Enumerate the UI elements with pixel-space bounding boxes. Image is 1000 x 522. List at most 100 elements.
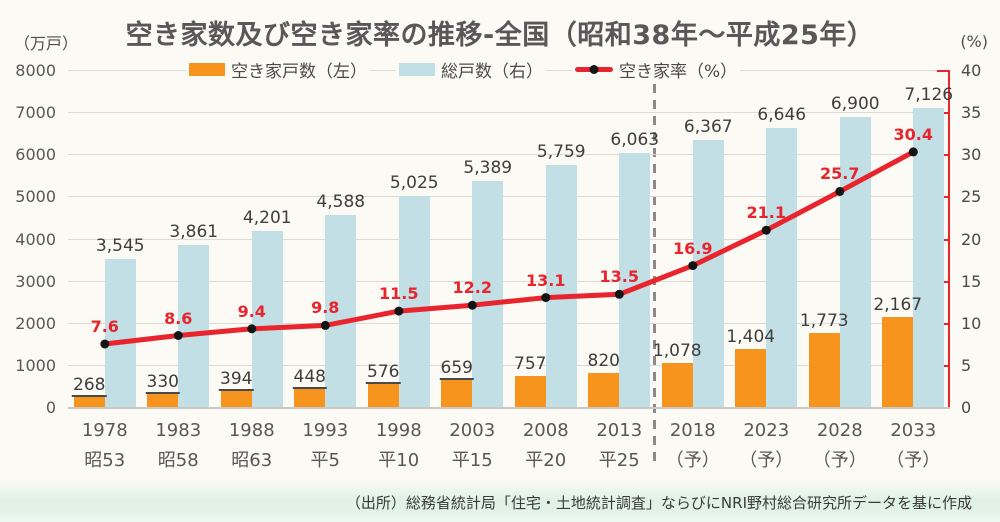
vacant-houses-bar — [808, 333, 840, 408]
vacant-houses-value: 1,773 — [799, 311, 849, 332]
x-axis-year-label: 1993 — [302, 420, 349, 441]
y-axis-label-left: 8000 — [15, 61, 56, 80]
x-axis-era-label: 平10 — [378, 450, 420, 471]
vacancy-rate-line — [102, 149, 916, 347]
vacancy-rate-point — [614, 289, 624, 299]
x-axis-year-label: 2018 — [669, 420, 716, 441]
total-houses-value: 3,545 — [95, 236, 145, 257]
right-axis-unit: (%) — [960, 32, 988, 51]
y-axis-label-left: 2000 — [15, 313, 56, 333]
legend-item-vacancy-rate: 空き家率（%） — [572, 57, 741, 82]
vacant-houses-value: 268 — [72, 375, 107, 397]
x-axis-era-label: （予） — [886, 450, 941, 471]
total-houses-value: 7,126 — [904, 85, 954, 106]
vacant-houses-bar — [661, 363, 693, 408]
legend: 空き家戸数（左） 総戸数（右） 空き家率（%） — [186, 57, 741, 82]
y-axis-label-right: 30 — [961, 145, 982, 165]
vacant-houses-bar — [294, 389, 326, 408]
y-axis-label-right: 15 — [961, 271, 982, 291]
total-houses-bar — [766, 128, 798, 408]
vacancy-rate-point — [173, 331, 183, 340]
x-axis-era-label: 昭53 — [84, 450, 126, 471]
vacancy-rate-point — [688, 261, 698, 271]
legend-label-vacancy-rate: 空き家率（%） — [619, 62, 738, 82]
legend-label-total-houses: 総戸数（右） — [441, 62, 543, 82]
forecast-divider-dashed-line — [653, 84, 656, 468]
y-axis-label-right: 35 — [961, 103, 982, 123]
y-axis-label-left: 0 — [45, 398, 56, 417]
vacant-houses-value: 659 — [439, 358, 474, 380]
vacancy-rate-value: 9.8 — [311, 298, 340, 318]
total-houses-value: 5,759 — [536, 142, 586, 163]
vacancy-rate-line-swatch-icon — [575, 63, 613, 76]
right-axis-tick — [940, 322, 950, 325]
total-houses-bar — [398, 196, 430, 408]
vacant-houses-bar — [588, 373, 620, 408]
source-note: （出所）総務省統計局「住宅・土地統計調査」ならびにNRI野村総合研究所データを基… — [345, 494, 972, 512]
vacancy-rate-value: 21.1 — [746, 203, 786, 223]
total-houses-value: 6,900 — [830, 94, 880, 115]
total-houses-bar — [619, 153, 651, 408]
vacant-houses-bar — [147, 394, 179, 408]
vacant-houses-bar — [882, 317, 914, 408]
x-axis-era-label: 昭58 — [157, 450, 199, 471]
y-axis-label-right: 20 — [961, 229, 982, 249]
vacancy-rate-point — [761, 225, 771, 235]
total-houses-bar — [472, 181, 504, 408]
x-axis-era-label: （予） — [665, 450, 720, 471]
legend-dot-icon — [589, 65, 599, 74]
total-houses-value: 6,063 — [610, 130, 660, 151]
y-axis-label-right: 10 — [961, 313, 982, 333]
vacancy-rate-value: 16.9 — [673, 238, 713, 258]
vacancy-rate-point — [320, 320, 330, 330]
total-houses-bar — [913, 108, 945, 408]
gridline — [68, 322, 950, 324]
footer-gradient — [0, 480, 1000, 522]
vacant-houses-bar — [441, 380, 473, 408]
y-axis-label-left: 5000 — [15, 187, 56, 207]
vacant-houses-value: 2,167 — [873, 295, 923, 316]
vacant-houses-bar — [220, 391, 252, 408]
vacancy-rate-line-layer — [100, 147, 918, 349]
x-axis-year-label: 2023 — [743, 420, 790, 441]
vacancy-rate-point — [247, 324, 257, 334]
vacant-houses-bar — [735, 349, 767, 408]
total-houses-value: 4,588 — [316, 192, 366, 213]
right-axis-tick — [940, 238, 950, 241]
total-houses-bar — [178, 245, 210, 408]
vacancy-rate-value: 13.1 — [526, 270, 566, 290]
y-axis-label-left: 4000 — [15, 229, 56, 249]
x-axis-year-label: 2028 — [816, 420, 863, 441]
total-houses-value: 3,861 — [169, 222, 219, 243]
total-houses-bar — [325, 215, 357, 408]
x-axis-era-label: 平20 — [525, 450, 567, 471]
vacancy-rate-value: 12.2 — [452, 278, 492, 298]
vacant-houses-value: 576 — [366, 362, 401, 384]
vacancy-rate-point — [394, 306, 404, 316]
total-houses-value: 6,367 — [683, 117, 733, 138]
legend-item-vacant-houses: 空き家戸数（左） — [186, 57, 370, 82]
x-axis-era-label: 昭63 — [231, 450, 273, 471]
vacant-houses-value: 448 — [292, 367, 327, 389]
y-axis-label-left: 1000 — [15, 355, 56, 375]
vacancy-rate-value: 30.4 — [893, 124, 933, 144]
vacancy-rate-point — [100, 339, 110, 349]
x-axis-era-label: 平25 — [598, 450, 640, 471]
gridline — [68, 280, 950, 282]
legend-label-vacant-houses: 空き家戸数（左） — [231, 62, 367, 82]
y-axis-label-left: 7000 — [15, 103, 56, 123]
plot-area: 268 3,545 7.6 330 3,861 8.6 394 4,201 9.4 448 4,58… — [68, 70, 954, 409]
vacant-houses-value: 757 — [514, 354, 547, 375]
total-houses-bar — [839, 117, 871, 408]
legend-item-total-houses: 総戸数（右） — [396, 57, 546, 82]
right-axis-tick — [940, 154, 950, 157]
vacant-houses-swatch-icon — [189, 63, 225, 76]
x-axis-era-label: （予） — [739, 450, 794, 471]
vacancy-rate-point — [541, 293, 551, 303]
x-axis-era-label: 平5 — [310, 450, 340, 471]
x-axis-era-label: 平15 — [451, 450, 493, 471]
total-houses-value: 5,025 — [389, 173, 439, 194]
vacant-houses-value: 330 — [145, 372, 180, 394]
gridline — [68, 196, 950, 198]
total-houses-value: 5,389 — [463, 158, 513, 179]
